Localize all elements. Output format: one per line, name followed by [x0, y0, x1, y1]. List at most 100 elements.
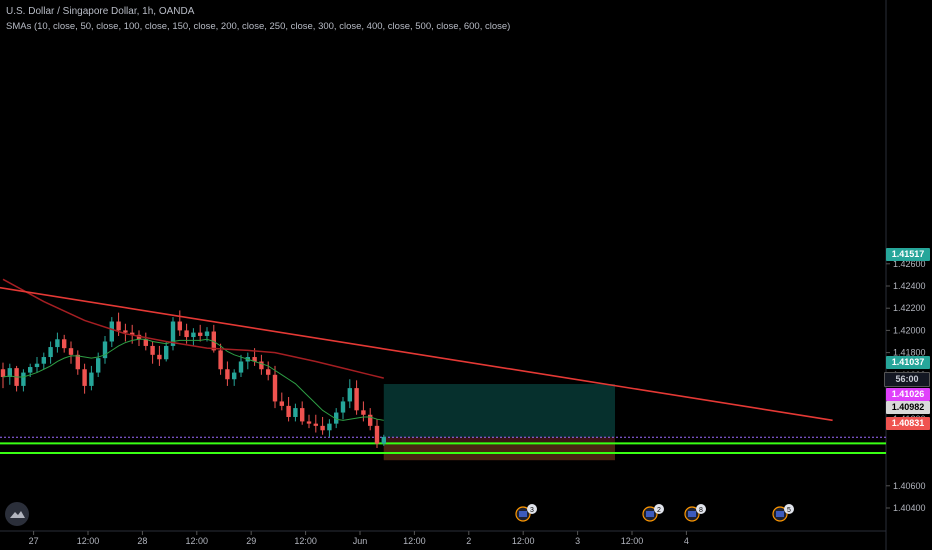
time-tick-label: 2: [466, 536, 471, 546]
candle-body: [334, 412, 339, 424]
candle-body: [7, 368, 12, 378]
candle-body: [130, 332, 135, 335]
candle-body: [89, 372, 94, 386]
sma-fast-line: [2, 338, 384, 421]
descending-trendline[interactable]: [0, 286, 833, 422]
indicator-legend[interactable]: SMAs (10, close, 50, close, 100, close, …: [6, 21, 511, 32]
magenta-price-label: 1.41026: [886, 388, 930, 401]
economic-event-marker[interactable]: 3: [515, 504, 537, 522]
candle-body: [157, 354, 162, 360]
candle-body: [286, 405, 291, 417]
candle-body: [96, 358, 101, 373]
time-tick-label: 12:00: [621, 536, 644, 546]
candle-body: [211, 331, 216, 351]
event-count-label: 3: [530, 507, 534, 514]
candle-body: [170, 321, 176, 346]
candle-body: [381, 436, 386, 444]
time-tick-label: 12:00: [186, 536, 209, 546]
candle-body: [184, 330, 189, 338]
price-tick-label: 1.40600: [893, 481, 926, 491]
candle-body: [109, 321, 114, 342]
candle-body: [191, 332, 196, 338]
tradingview-logo[interactable]: [5, 502, 29, 526]
grey-price-label: 1.40982: [886, 401, 930, 414]
candles-layer: [0, 310, 386, 449]
candle-body: [313, 423, 318, 426]
time-tick-label: Jun: [353, 536, 368, 546]
time-axis[interactable]: 27 12:00 28 12:00 29 12:00 Jun 12:00 2 12:00 3 12:0…: [29, 531, 689, 546]
take-profit-zone[interactable]: [383, 384, 615, 438]
time-tick-label: 3: [575, 536, 580, 546]
candle-body: [293, 408, 298, 417]
candle-body: [368, 414, 373, 426]
candle-body: [34, 363, 40, 368]
candle-body: [82, 369, 87, 386]
candle-body: [68, 348, 74, 355]
bar-countdown-label: 56:00: [884, 372, 930, 387]
price-tick-label: 1.40400: [893, 503, 926, 513]
economic-events[interactable]: 3 2 8 5: [515, 504, 794, 522]
price-tick-label: 1.42000: [893, 325, 926, 335]
risk-overlap-zone: [383, 443, 615, 461]
current-price-label: 1.41037: [886, 356, 930, 369]
candle-body: [320, 425, 325, 431]
candle-body: [300, 408, 305, 422]
time-tick-label: 28: [137, 536, 147, 546]
time-tick-label: 12:00: [403, 536, 426, 546]
grid-layer: [0, 0, 887, 550]
candle-body: [177, 321, 182, 331]
candle-body: [340, 401, 346, 413]
candle-body: [218, 350, 223, 370]
time-tick-label: 29: [246, 536, 256, 546]
economic-event-marker[interactable]: 5: [772, 504, 794, 522]
candle-body: [55, 339, 60, 348]
candle-body: [75, 354, 80, 370]
candle-body: [48, 347, 53, 358]
target-price-label: 1.41517: [886, 248, 930, 261]
candle-body: [62, 339, 67, 349]
event-count-label: 2: [657, 507, 661, 514]
price-tick-label: 1.41800: [893, 348, 926, 358]
flag-canton: [776, 511, 784, 517]
candle-body: [102, 341, 108, 359]
event-count-label: 5: [787, 507, 791, 514]
time-tick-label: 12:00: [294, 536, 317, 546]
candle-body: [21, 372, 26, 386]
candle-body: [150, 345, 155, 355]
time-tick-label: 12:00: [512, 536, 535, 546]
event-count-label: 8: [699, 507, 703, 514]
sma-slow-line: [2, 278, 384, 379]
candle-body: [123, 330, 128, 333]
time-tick-label: 4: [684, 536, 689, 546]
position-zones: [0, 384, 886, 461]
symbol-title[interactable]: U.S. Dollar / Singapore Dollar, 1h, OAND…: [6, 6, 195, 17]
event-count-badge: [527, 504, 537, 514]
candle-body: [28, 367, 33, 373]
candle-body: [232, 372, 237, 380]
flag-canton: [688, 511, 696, 517]
candle-body: [279, 401, 284, 406]
price-tick-label: 1.42600: [893, 259, 926, 269]
economic-event-marker[interactable]: 8: [684, 504, 706, 522]
event-count-badge: [696, 504, 706, 514]
candle-body: [225, 369, 230, 380]
economic-event-marker[interactable]: 2: [642, 504, 664, 522]
event-count-badge: [784, 504, 794, 514]
event-count-badge: [654, 504, 664, 514]
candle-body: [259, 361, 264, 370]
candle-body: [164, 345, 169, 360]
candle-body: [306, 421, 312, 424]
candle-body: [41, 357, 46, 364]
candle-body: [347, 388, 352, 402]
candle-body: [354, 388, 359, 411]
candle-body: [198, 332, 203, 336]
time-tick-label: 27: [29, 536, 39, 546]
stop-price-label: 1.40831: [886, 417, 930, 430]
price-tick-label: 1.42400: [893, 281, 926, 291]
candle-body: [272, 374, 278, 402]
candle-body: [327, 423, 332, 431]
candle-body: [143, 339, 148, 346]
flag-canton: [519, 511, 527, 517]
indicator-layer: [0, 278, 833, 422]
